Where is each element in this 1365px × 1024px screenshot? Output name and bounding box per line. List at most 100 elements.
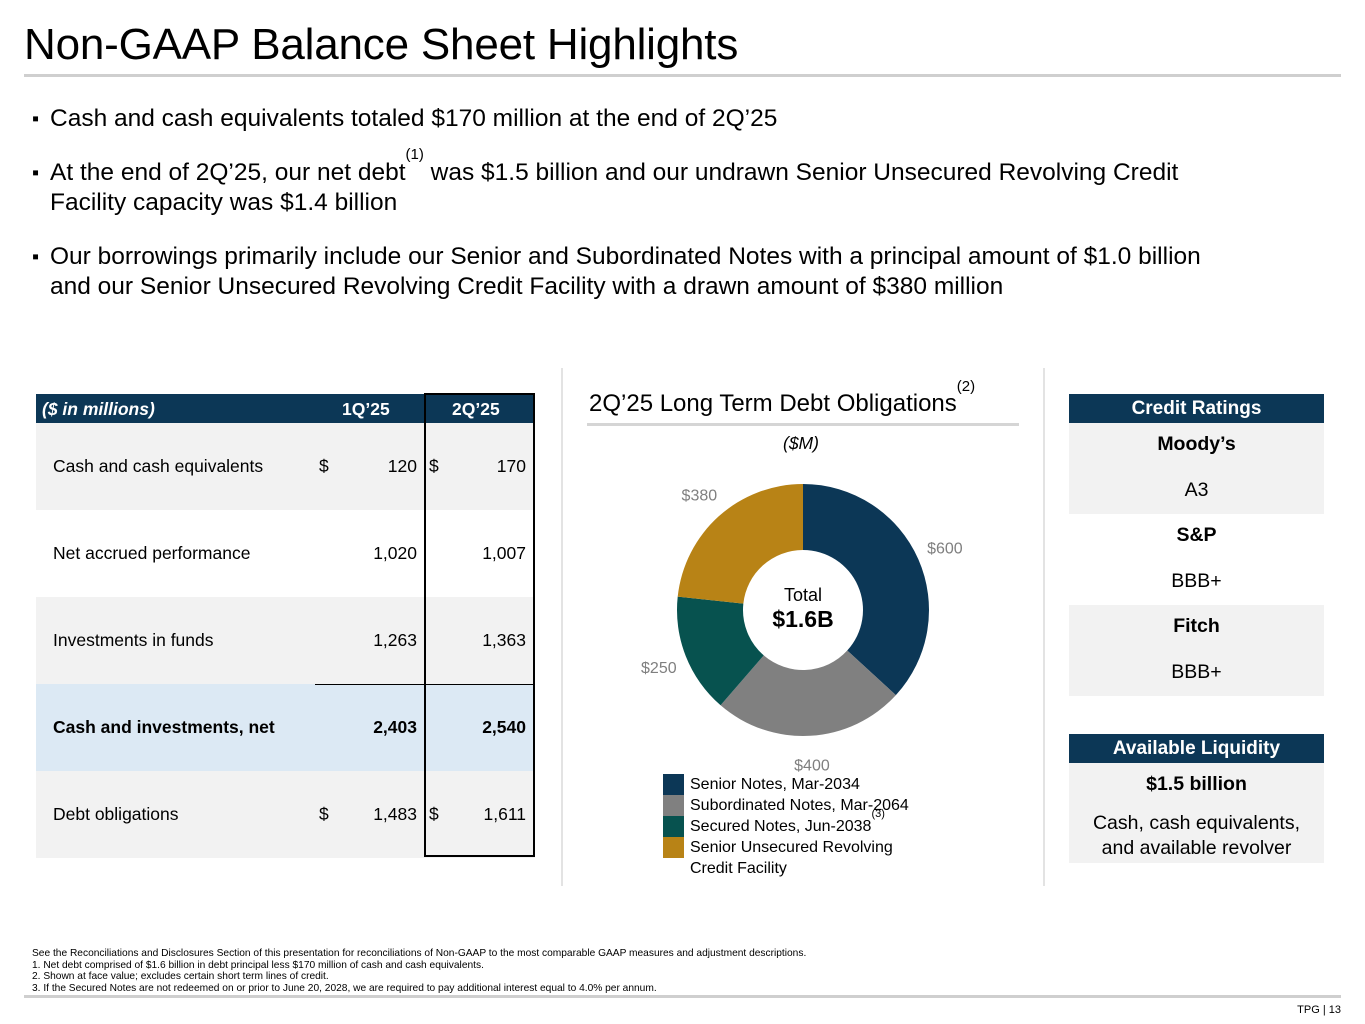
value-1q25: 1,483 (373, 804, 417, 824)
table-row-total: Cash and investments, net 2,403 2,540 (36, 684, 535, 771)
row-label: Net accrued performance (53, 543, 251, 563)
page-number: TPG | 13 (1297, 1004, 1341, 1016)
liquidity-header: Available Liquidity (1069, 734, 1324, 763)
rating-fitch: Fitch BBB+ (1069, 605, 1324, 696)
agency-name: Fitch (1173, 615, 1220, 637)
header-1q25: 1Q’25 (342, 399, 390, 419)
row-label: Debt obligations (53, 804, 179, 824)
title-divider (24, 74, 1341, 77)
legend-swatch (663, 795, 684, 816)
page-title: Non-GAAP Balance Sheet Highlights (24, 20, 739, 69)
legend-label: Secured Notes, Jun-2038 (690, 818, 872, 835)
liquidity-panel: Available Liquidity $1.5 billion Cash, c… (1069, 734, 1324, 863)
table-row: Net accrued performance 1,020 1,007 (36, 510, 535, 597)
currency-1q25: $ (319, 456, 329, 476)
balance-table: ($ in millions) 1Q’25 2Q’25 Cash and cas… (36, 394, 535, 858)
row-label: Investments in funds (53, 630, 214, 650)
bullet-list: ▪ Cash and cash equivalents totaled $170… (32, 104, 1332, 326)
bullet-text: Facility capacity was $1.4 billion (50, 189, 398, 216)
legend-label: Senior Unsecured Revolving (690, 839, 893, 856)
value-2q25: 1,611 (483, 804, 527, 824)
table-row: Cash and cash equivalents $ 120 $ 170 (36, 423, 535, 510)
section-divider (1043, 368, 1045, 886)
currency-2q25: $ (429, 804, 439, 824)
bullet-borrowings: ▪ Our borrowings primarily include our S… (32, 242, 1332, 303)
footer-divider (24, 995, 1341, 998)
legend-swatch (663, 816, 684, 837)
bullet-net-debt: ▪ At the end of 2Q’25, our net debt(1) w… (32, 147, 1332, 219)
chart-title-rule (587, 423, 1019, 426)
chart-title: 2Q’25 Long Term Debt Obligations(2) (589, 379, 975, 418)
row-label: Cash and investments, net (53, 717, 275, 737)
bullet-text: Cash and cash equivalents totaled $170 m… (50, 105, 778, 132)
donut-slices (677, 484, 930, 736)
donut-slice-label: $400 (794, 758, 830, 775)
legend-swatch (663, 774, 684, 795)
footnotes: See the Reconciliations and Disclosures … (32, 948, 1032, 994)
rating-moodys: Moody’s A3 (1069, 423, 1324, 514)
bullet-marker: ▪ (32, 108, 40, 130)
credit-ratings-header: Credit Ratings (1069, 394, 1324, 423)
footnote-ref: (1) (405, 145, 424, 163)
table-header: ($ in millions) 1Q’25 2Q’25 (36, 394, 535, 423)
chart-legend: Senior Notes, Mar-2034 Subordinated Note… (663, 774, 963, 879)
bullet-marker: ▪ (32, 245, 40, 268)
donut-slice (677, 484, 803, 604)
chart-unit: ($M) (783, 433, 819, 453)
donut-slice-labels: $600 $400 $250 $380 (641, 488, 963, 775)
footnote-line: 1. Net debt comprised of $1.6 billion in… (32, 959, 484, 971)
section-divider (561, 368, 563, 886)
agency-rating: BBB+ (1171, 661, 1222, 683)
legend-item: Subordinated Notes, Mar-2064 (663, 795, 963, 816)
header-2q25: 2Q’25 (452, 399, 500, 419)
value-1q25: 1,263 (373, 630, 417, 650)
footnote-ref: (2) (956, 378, 976, 395)
table-row: Debt obligations $ 1,483 $ 1,611 (36, 771, 535, 858)
chart-title-text: 2Q’25 Long Term Debt Obligations (589, 390, 957, 417)
bullet-text: was $1.5 billion and our undrawn Senior … (423, 158, 1179, 186)
agency-name: Moody’s (1157, 433, 1236, 455)
table-row: Investments in funds 1,263 1,363 (36, 597, 535, 684)
value-2q25: 2,540 (482, 717, 526, 737)
liquidity-desc-line: and available revolver (1101, 837, 1292, 859)
currency-1q25: $ (319, 804, 329, 824)
legend-label: Subordinated Notes, Mar-2064 (690, 797, 909, 814)
value-2q25: 1,363 (482, 630, 526, 650)
legend-item: Senior Unsecured Revolving Credit Facilit… (663, 837, 963, 879)
value-1q25: 120 (387, 456, 417, 476)
donut-slice (720, 650, 896, 736)
legend-label: Senior Notes, Mar-2034 (690, 776, 860, 793)
legend-item: Secured Notes, Jun-2038(3) (663, 809, 963, 837)
donut-slice-label: $380 (682, 488, 718, 505)
agency-rating: BBB+ (1171, 570, 1222, 592)
footnote-line: 3. If the Secured Notes are not redeemed… (32, 982, 657, 994)
value-2q25: 170 (496, 456, 526, 476)
footnote-line: 2. Shown at face value; excludes certain… (32, 971, 329, 982)
legend-item: Senior Notes, Mar-2034 (663, 774, 963, 795)
donut-slice (677, 596, 764, 706)
header-units: ($ in millions) (42, 399, 155, 419)
bullet-text: and our Senior Unsecured Revolving Credi… (50, 273, 1004, 300)
legend-swatch (663, 837, 684, 858)
donut-slice-label: $250 (641, 660, 677, 677)
value-2q25: 1,007 (482, 543, 526, 563)
bullet-marker: ▪ (32, 161, 40, 184)
liquidity-amount: $1.5 billion (1146, 773, 1247, 795)
liquidity-desc-line: Cash, cash equivalents, (1092, 812, 1301, 834)
value-1q25: 1,020 (373, 543, 417, 563)
bullet-text: At the end of 2Q’25, our net debt (50, 158, 406, 186)
value-1q25: 2,403 (373, 717, 417, 737)
bullet-cash: ▪ Cash and cash equivalents totaled $170… (32, 104, 1332, 135)
rating-sp: S&P BBB+ (1069, 514, 1324, 605)
donut-slice-label: $600 (927, 541, 963, 558)
liquidity-body: $1.5 billion Cash, cash equivalents, and… (1069, 763, 1324, 863)
currency-2q25: $ (429, 456, 439, 476)
donut-slice (803, 484, 930, 696)
donut-center-label: Total (784, 585, 822, 605)
footnote-ref: (3) (871, 808, 885, 820)
credit-ratings-panel: Credit Ratings Moody’s A3 S&P BBB+ Fitch… (1069, 394, 1324, 696)
footnote-line: See the Reconciliations and Disclosures … (32, 948, 807, 959)
agency-rating: A3 (1184, 479, 1209, 501)
agency-name: S&P (1176, 524, 1217, 546)
